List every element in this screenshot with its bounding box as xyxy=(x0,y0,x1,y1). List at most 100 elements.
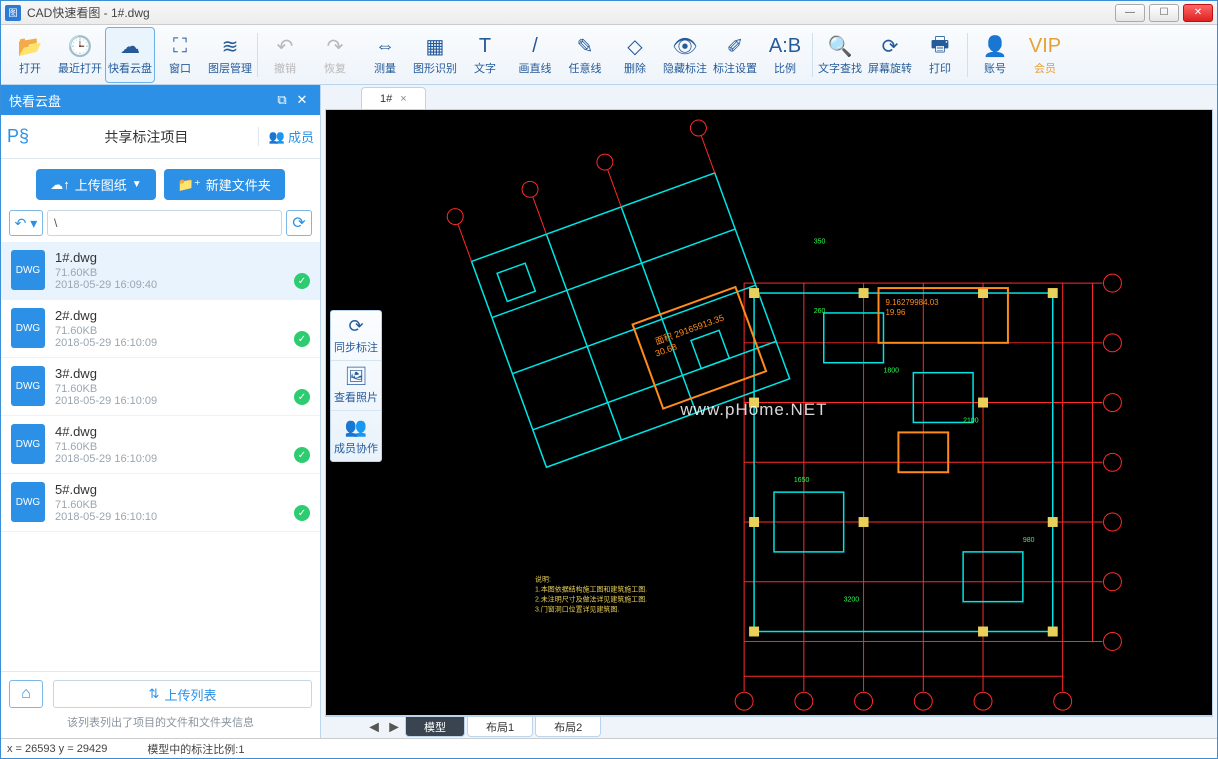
close-button[interactable]: ✕ xyxy=(1183,4,1213,22)
svg-text:1800: 1800 xyxy=(883,368,899,375)
svg-text:19.96: 19.96 xyxy=(885,308,905,317)
file-name: 2#.dwg xyxy=(55,308,310,323)
floating-tools: ⟳同步标注🖼查看照片👥成员协作 xyxy=(330,310,382,462)
toolbar-recent[interactable]: 🕒最近打开 xyxy=(55,27,105,83)
list-icon: ⇅ xyxy=(149,686,160,702)
share-icon: P§ xyxy=(7,126,29,147)
file-date: 2018-05-29 16:10:09 xyxy=(55,395,310,407)
file-item[interactable]: DWG 3#.dwg 71.60KB 2018-05-29 16:10:09 ✓ xyxy=(1,358,320,416)
toolbar-vip[interactable]: VIP会员 xyxy=(1020,27,1070,83)
toolbar-scale[interactable]: A:B比例 xyxy=(760,27,810,83)
synced-icon: ✓ xyxy=(294,331,310,347)
toolbar-measure[interactable]: ⇔测量 xyxy=(360,27,410,83)
dwg-icon: DWG xyxy=(11,308,45,348)
nav-back-button[interactable]: ↶ ▾ xyxy=(9,210,43,236)
maximize-button[interactable]: ☐ xyxy=(1149,4,1179,22)
layout-tab[interactable]: 布局2 xyxy=(535,717,601,737)
toolbar-delete[interactable]: ◇删除 xyxy=(610,27,660,83)
line-icon: / xyxy=(532,34,538,60)
float-collab[interactable]: 👥成员协作 xyxy=(331,411,381,461)
scale-label: 模型中的标注比例:1 xyxy=(147,741,244,757)
toolbar-hide[interactable]: 👁隐藏标注 xyxy=(660,27,710,83)
file-item[interactable]: DWG 4#.dwg 71.60KB 2018-05-29 16:10:09 ✓ xyxy=(1,416,320,474)
watermark: www.pHome.NET xyxy=(680,400,827,420)
minimize-button[interactable]: — xyxy=(1115,4,1145,22)
dwg-icon: DWG xyxy=(11,250,45,290)
svg-text:2.未注明尺寸及做法详见建筑施工图.: 2.未注明尺寸及做法详见建筑施工图. xyxy=(535,595,647,604)
tab-close-icon[interactable]: × xyxy=(400,93,406,105)
cloud-sidebar: 快看云盘 ⧉ ✕ P§ 共享标注项目 👥 成员 ☁↑ 上传图纸 ▼ 📁⁺ 新建文… xyxy=(1,85,321,738)
members-icon: 👥 xyxy=(269,129,285,145)
toolbar-line[interactable]: /画直线 xyxy=(510,27,560,83)
upload-icon: ☁↑ xyxy=(50,177,70,193)
file-date: 2018-05-29 16:10:10 xyxy=(55,511,310,523)
sync-icon: ⟳ xyxy=(348,316,363,337)
svg-text:260: 260 xyxy=(814,308,826,315)
file-size: 71.60KB xyxy=(55,325,310,337)
layout-tab[interactable]: 模型 xyxy=(405,717,465,737)
document-tabs: 1# × xyxy=(321,85,1217,109)
file-size: 71.60KB xyxy=(55,499,310,511)
new-folder-button[interactable]: 📁⁺ 新建文件夹 xyxy=(164,169,285,200)
tabs-next-icon[interactable]: ► xyxy=(385,717,403,738)
open-icon: 📂 xyxy=(18,34,43,60)
svg-text:面积 29165913.35: 面积 29165913.35 xyxy=(653,312,725,347)
toolbar-freeline[interactable]: ✎任意线 xyxy=(560,27,610,83)
photos-icon: 🖼 xyxy=(345,366,368,387)
print-icon: 🖶 xyxy=(931,34,950,60)
home-button[interactable]: ⌂ xyxy=(9,680,43,708)
delete-icon: ◇ xyxy=(627,34,642,60)
collab-icon: 👥 xyxy=(345,417,367,438)
sidebar-close-icon[interactable]: ✕ xyxy=(292,92,312,108)
titlebar: 图 CAD快速看图 - 1#.dwg — ☐ ✕ xyxy=(1,1,1217,25)
app-icon: 图 xyxy=(5,5,21,21)
toolbar-print[interactable]: 🖶打印 xyxy=(915,27,965,83)
refresh-button[interactable]: ⟳ xyxy=(286,210,312,236)
toolbar-undo[interactable]: ↶撤销 xyxy=(260,27,310,83)
sidebar-popout-icon[interactable]: ⧉ xyxy=(272,92,292,108)
drawing-viewport[interactable]: 350260 18002100 1650980 3200 面积 29165913… xyxy=(325,109,1213,716)
sidebar-title: 快看云盘 xyxy=(9,91,272,110)
scale-icon: A:B xyxy=(769,34,801,60)
file-name: 1#.dwg xyxy=(55,250,310,265)
file-item[interactable]: DWG 5#.dwg 71.60KB 2018-05-29 16:10:10 ✓ xyxy=(1,474,320,532)
synced-icon: ✓ xyxy=(294,389,310,405)
members-button[interactable]: 👥 成员 xyxy=(258,127,314,146)
file-item[interactable]: DWG 1#.dwg 71.60KB 2018-05-29 16:09:40 ✓ xyxy=(1,242,320,300)
svg-text:980: 980 xyxy=(1023,537,1035,544)
file-date: 2018-05-29 16:10:09 xyxy=(55,337,310,349)
toolbar-recognize[interactable]: ▦图形识别 xyxy=(410,27,460,83)
vip-icon: VIP xyxy=(1029,34,1061,60)
toolbar-account[interactable]: 👤账号 xyxy=(970,27,1020,83)
dwg-icon: DWG xyxy=(11,482,45,522)
share-row: P§ 共享标注项目 👥 成员 xyxy=(1,115,320,159)
path-input[interactable]: \ xyxy=(47,210,282,236)
upload-button[interactable]: ☁↑ 上传图纸 ▼ xyxy=(36,169,155,200)
toolbar-markset[interactable]: ✐标注设置 xyxy=(710,27,760,83)
toolbar-layers[interactable]: ≋图层管理 xyxy=(205,27,255,83)
document-tab[interactable]: 1# × xyxy=(361,87,426,109)
sidebar-header: 快看云盘 ⧉ ✕ xyxy=(1,85,320,115)
main-toolbar: 📂打开🕒最近打开☁快看云盘⛶窗口≋图层管理↶撤销↷恢复⇔测量▦图形识别T文字/画… xyxy=(1,25,1217,85)
tabs-prev-icon[interactable]: ◄ xyxy=(365,717,383,738)
toolbar-redo[interactable]: ↷恢复 xyxy=(310,27,360,83)
file-size: 71.60KB xyxy=(55,441,310,453)
file-name: 3#.dwg xyxy=(55,366,310,381)
layout-tab[interactable]: 布局1 xyxy=(467,717,533,737)
toolbar-cloud[interactable]: ☁快看云盘 xyxy=(105,27,155,83)
toolbar-text[interactable]: T文字 xyxy=(460,27,510,83)
float-photos[interactable]: 🖼查看照片 xyxy=(331,361,381,411)
svg-text:说明:: 说明: xyxy=(535,575,551,584)
findtext-icon: 🔍 xyxy=(828,34,853,60)
float-sync[interactable]: ⟳同步标注 xyxy=(331,311,381,361)
file-item[interactable]: DWG 2#.dwg 71.60KB 2018-05-29 16:10:09 ✓ xyxy=(1,300,320,358)
synced-icon: ✓ xyxy=(294,505,310,521)
share-label: 共享标注项目 xyxy=(35,127,258,147)
toolbar-rotate[interactable]: ⟳屏幕旋转 xyxy=(865,27,915,83)
toolbar-open[interactable]: 📂打开 xyxy=(5,27,55,83)
upload-list-button[interactable]: ⇅ 上传列表 xyxy=(53,680,312,708)
toolbar-findtext[interactable]: 🔍文字查找 xyxy=(815,27,865,83)
toolbar-window[interactable]: ⛶窗口 xyxy=(155,27,205,83)
file-date: 2018-05-29 16:10:09 xyxy=(55,453,310,465)
file-size: 71.60KB xyxy=(55,383,310,395)
